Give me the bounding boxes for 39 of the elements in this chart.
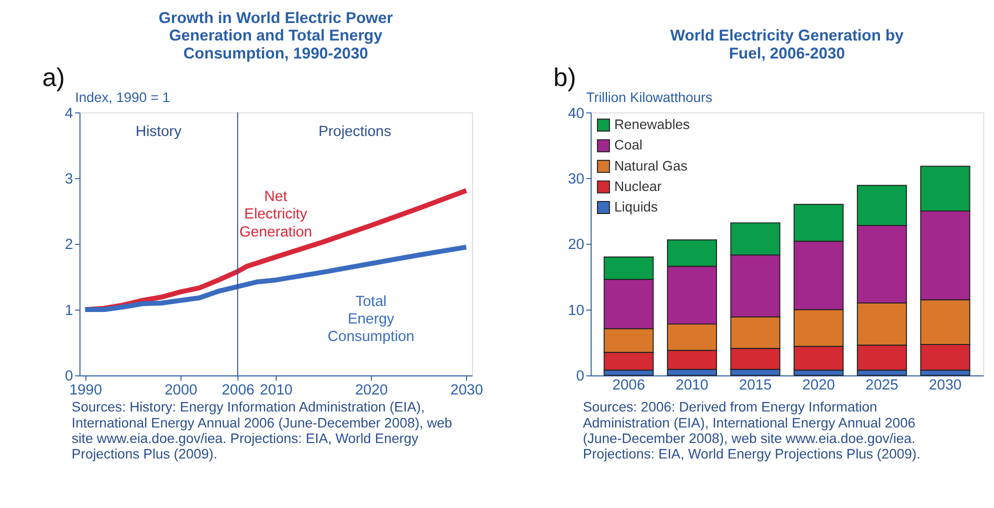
- x-tick-label: 2006: [612, 378, 646, 394]
- legend-label: Coal: [614, 138, 642, 153]
- y-tick-label: 30: [568, 172, 584, 188]
- chart-title: World Electricity Generation by Fuel, 2006-2030: [670, 28, 904, 62]
- x-tick-label: 2015: [738, 378, 772, 394]
- y-tick-label: 0: [64, 368, 74, 385]
- y-tick-label: 20: [568, 237, 584, 254]
- text: a): [42, 64, 65, 92]
- chart-title: Growth in World Electric Power Generation and Total Energy Consumption, 1990-2030: [158, 10, 393, 62]
- legend-label: Natural Gas: [614, 158, 688, 174]
- annotation: History: [136, 124, 182, 140]
- x-tick-label: 2000: [164, 382, 198, 398]
- y-tick-label: 0: [576, 368, 584, 385]
- series-label: Net Electricity Generation: [239, 189, 312, 240]
- x-tick-label: 1990: [69, 382, 102, 398]
- y-tick-label: 3: [64, 172, 74, 188]
- x-tick-label: 2006: [222, 382, 254, 398]
- y-tick-label: 4: [64, 106, 74, 122]
- y-tick-label: 40: [568, 106, 584, 122]
- x-tick-label: 2025: [866, 378, 898, 394]
- y-tick-label: 1: [64, 302, 74, 319]
- y-axis-title: Index, 1990 = 1: [75, 90, 170, 106]
- legend-label: Renewables: [614, 117, 690, 132]
- x-tick-label: 2020: [802, 378, 835, 394]
- text: b): [553, 64, 576, 92]
- x-tick-label: 2010: [676, 378, 708, 394]
- annotation: Projections: [318, 124, 392, 140]
- y-tick-label: 10: [568, 302, 584, 319]
- y-tick-label: 2: [64, 237, 74, 254]
- source-note: Sources: 2006: Derived from Energy Information Administration (EIA), International Energy Annual 2006 (June-December 2008), web site www.eia.doe.gov/iea. Projections: EIA, World Energy Projections Plus (2009).: [582, 400, 920, 462]
- y-axis-title: Trillion Kilowatthours: [586, 90, 712, 106]
- x-tick-label: 2030: [928, 378, 962, 394]
- series-label: Total Energy Consumption: [328, 294, 414, 346]
- legend-label: Nuclear: [614, 178, 662, 194]
- x-tick-label: 2010: [260, 382, 293, 398]
- x-tick-label: 2020: [355, 382, 388, 398]
- x-tick-label: 2030: [450, 382, 484, 398]
- source-note: Sources: History: Energy Information Administration (EIA), International Energy Annual 2006 (June-December 2008), web site www.eia.doe.gov/iea. Projections: EIA, World Energy Projections Plus (2009).: [72, 400, 453, 462]
- legend-label: Liquids: [614, 199, 658, 214]
